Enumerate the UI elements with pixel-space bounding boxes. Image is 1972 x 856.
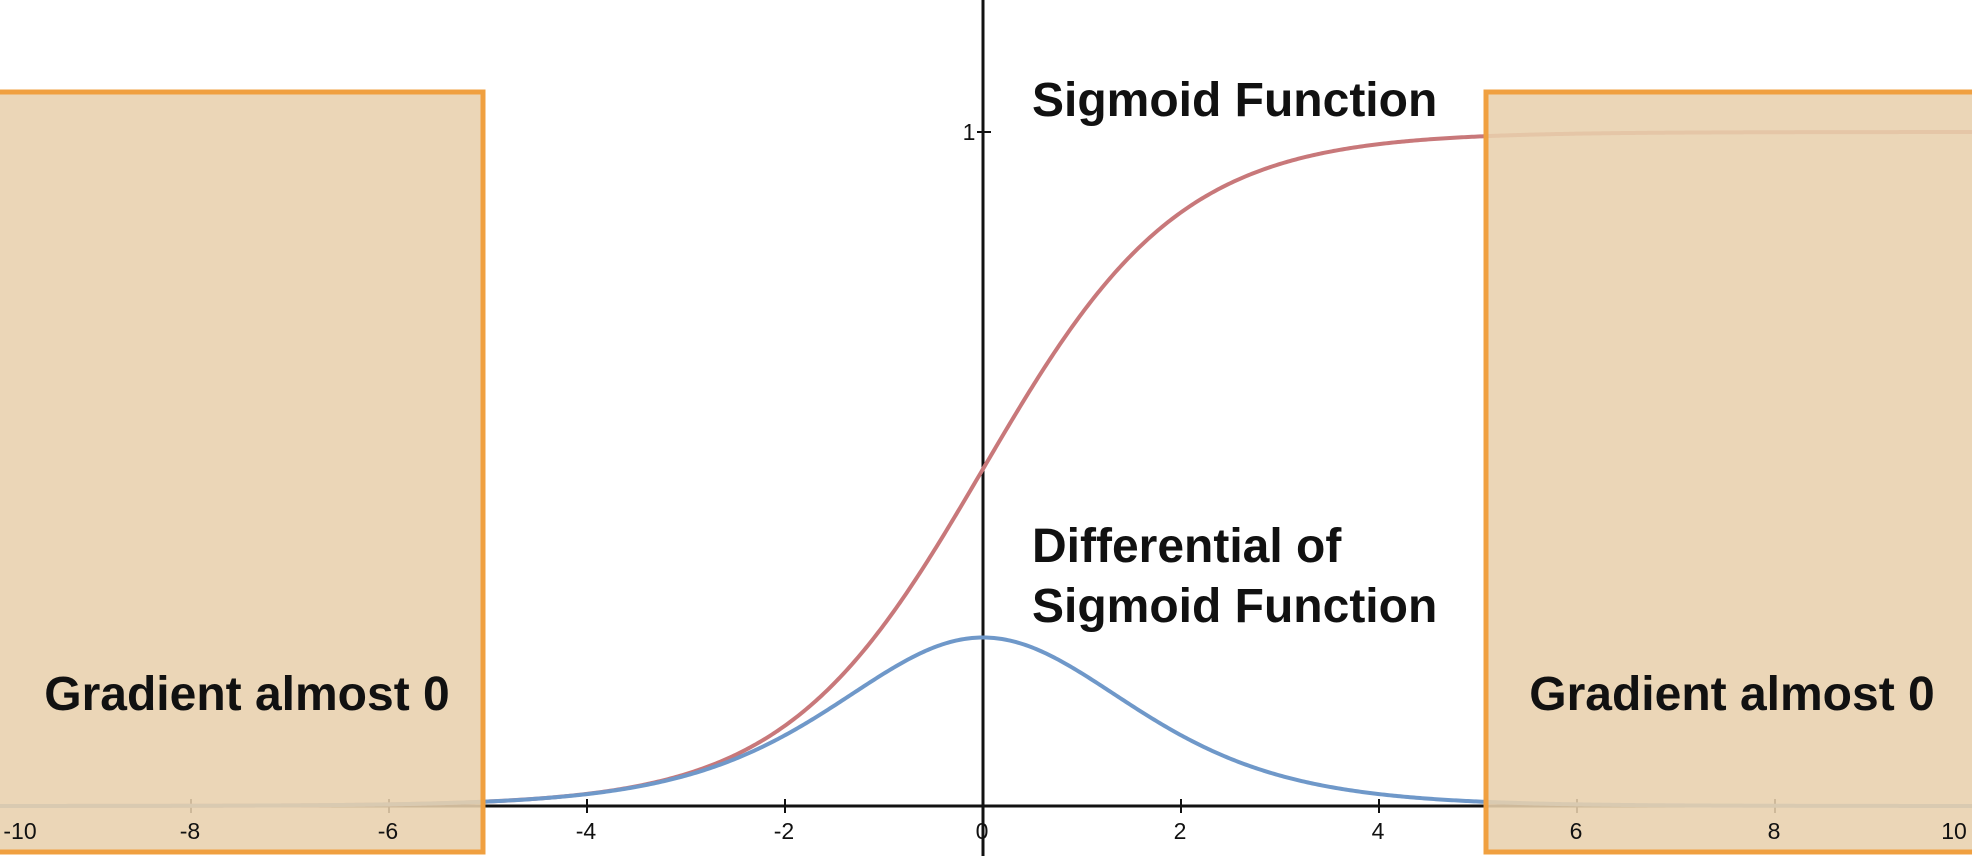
y-tick-label: 1 [963,119,976,145]
x-tick-label: -2 [774,818,794,844]
highlight-regions: Gradient almost 0 Gradient almost 0 [0,89,1972,855]
x-tick-label: 10 [1941,818,1967,844]
x-tick-label: -4 [576,818,597,844]
x-tick-label: 4 [1372,818,1385,844]
annotations: Sigmoid Function Differential of Sigmoid… [1032,74,1437,633]
tick-labels: -10 -8 -6 -4 -2 0 2 4 6 8 10 1 [3,119,1966,844]
x-tick-label: 8 [1768,818,1781,844]
x-tick-label: -6 [378,818,398,844]
differential-annotation-line-1: Differential of [1032,520,1342,573]
region-label: Gradient almost 0 [44,668,449,721]
gradient-zero-region [1483,89,1972,855]
x-tick-label: 2 [1174,818,1187,844]
x-tick-label: -8 [180,818,200,844]
x-tick-label: 6 [1570,818,1583,844]
x-tick-label: -10 [3,818,36,844]
gradient-zero-region [0,89,486,855]
x-tick-label: 0 [976,818,989,844]
sigmoid-annotation: Sigmoid Function [1032,74,1437,127]
region-label: Gradient almost 0 [1529,668,1934,721]
differential-annotation-line-2: Sigmoid Function [1032,580,1437,633]
